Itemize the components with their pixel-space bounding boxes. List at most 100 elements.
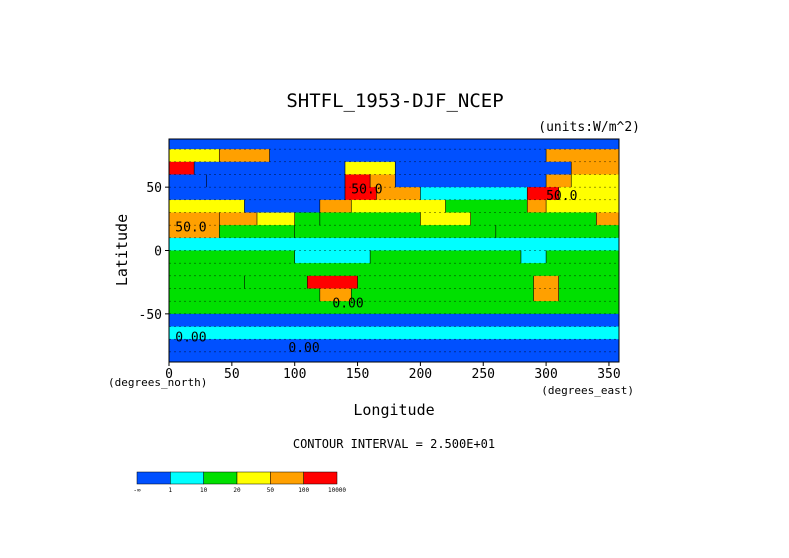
colorbar-swatch bbox=[203, 471, 238, 485]
colorbar-swatch bbox=[303, 471, 338, 485]
x-tick-label: 150 bbox=[346, 367, 369, 382]
heatmap-cell bbox=[169, 339, 619, 353]
heatmap-cell bbox=[376, 187, 421, 201]
colorbar-label: 50 bbox=[267, 487, 275, 494]
contour-label: 50.0 bbox=[546, 189, 577, 204]
units-label: (units:W/m^2) bbox=[538, 120, 640, 135]
heatmap-cell bbox=[370, 174, 396, 188]
x-tick-label: 250 bbox=[472, 367, 495, 382]
heatmap-cell bbox=[169, 139, 619, 150]
contour-label: 0.00 bbox=[175, 331, 206, 346]
heatmap-cell bbox=[169, 237, 619, 251]
heatmap-cell bbox=[351, 199, 447, 213]
heatmap-cell bbox=[395, 161, 572, 175]
heatmap-cell bbox=[344, 174, 371, 188]
contour-label: 0.00 bbox=[332, 297, 363, 312]
colorbar-swatch bbox=[170, 471, 204, 485]
y-axis-ticks: 50 0 -50 bbox=[139, 181, 169, 323]
colorbar-swatch bbox=[236, 471, 271, 485]
heatmap-cell bbox=[206, 174, 346, 188]
colorbar-label: 1 bbox=[169, 487, 173, 494]
heatmap-cell bbox=[533, 275, 560, 290]
x-axis-ticks: 0 50 100 150 200 250 300 350 bbox=[165, 362, 621, 382]
heatmap-cell bbox=[546, 149, 619, 163]
heatmap-cell bbox=[169, 351, 619, 362]
heatmap-cell bbox=[307, 275, 359, 290]
heatmap-cell bbox=[596, 212, 619, 226]
contour-interval-label: CONTOUR INTERVAL = 2.500E+01 bbox=[293, 437, 495, 451]
heatmap-cell bbox=[445, 199, 528, 213]
heatmap-cell bbox=[527, 187, 560, 201]
heatmap-cell bbox=[344, 161, 396, 175]
colorbar-label: 20 bbox=[233, 487, 241, 494]
y-tick-label: -50 bbox=[139, 308, 162, 323]
heatmap-cell bbox=[370, 250, 522, 264]
heatmap-field bbox=[169, 139, 619, 362]
heatmap-cell bbox=[546, 250, 619, 264]
heatmap-cell bbox=[520, 250, 547, 264]
heatmap-cell bbox=[351, 288, 535, 302]
contour-label: 0.00 bbox=[288, 341, 319, 356]
heatmap-cell bbox=[571, 174, 619, 188]
heatmap-cell bbox=[169, 301, 619, 315]
contour-labels: 50.0 50.0 50.0 0.00 0.00 0.00 bbox=[175, 182, 577, 355]
x-tick-label: 200 bbox=[409, 367, 432, 382]
heatmap-cell bbox=[357, 275, 535, 290]
heatmap-cell bbox=[169, 250, 296, 264]
colorbar-swatch bbox=[136, 471, 171, 485]
x-tick-label: 0 bbox=[165, 367, 173, 382]
heatmap-cell bbox=[194, 161, 346, 175]
heatmap-cell bbox=[169, 174, 208, 188]
heatmap-cell bbox=[219, 212, 258, 226]
heatmap-cell bbox=[169, 288, 321, 302]
chart-title: SHTFL_1953-DJF_NCEP bbox=[286, 90, 503, 112]
y-axis-label: Latitude bbox=[113, 214, 131, 286]
heatmap-cell bbox=[420, 187, 528, 201]
heatmap-cell bbox=[219, 149, 271, 163]
colorbar: -∞ 1 10 20 50 100 10000 bbox=[133, 471, 346, 494]
x-tick-label: 100 bbox=[283, 367, 306, 382]
heatmap-cell bbox=[546, 174, 572, 188]
heatmap-cell bbox=[169, 199, 245, 213]
heatmap-cell bbox=[169, 225, 220, 239]
y-tick-label: 50 bbox=[146, 181, 162, 196]
heatmap-cell bbox=[244, 275, 308, 290]
heatmap-cell bbox=[319, 212, 421, 226]
x-axis-unit-note: (degrees_east) bbox=[541, 384, 634, 397]
contour-label: 50.0 bbox=[175, 220, 206, 235]
heatmap-cell bbox=[558, 288, 619, 302]
heatmap-cell bbox=[319, 288, 352, 302]
heatmap-cell bbox=[527, 199, 547, 213]
heatmap-cell bbox=[470, 212, 597, 226]
heatmap-cell bbox=[169, 263, 619, 277]
heatmap-cell bbox=[294, 212, 321, 226]
heatmap-cell bbox=[244, 199, 321, 213]
heatmap-cell bbox=[395, 174, 547, 188]
y-axis-unit-note: (degrees_north) bbox=[108, 376, 207, 389]
y-tick-label: 0 bbox=[154, 245, 162, 260]
heatmap-cell bbox=[558, 187, 619, 201]
heatmap-cell bbox=[169, 161, 195, 175]
heatmap-cell bbox=[169, 212, 220, 226]
heatmap-cell bbox=[169, 187, 346, 201]
heatmap-cell bbox=[495, 225, 619, 239]
heatmap-cell bbox=[169, 313, 619, 328]
contour-lines bbox=[169, 139, 619, 362]
plot-area: 50.0 50.0 50.0 0.00 0.00 0.00 bbox=[168, 138, 620, 363]
heatmap-cell bbox=[294, 250, 371, 264]
x-tick-label: 350 bbox=[597, 367, 620, 382]
heatmap-cell bbox=[256, 212, 296, 226]
colorbar-label: 10 bbox=[200, 487, 208, 494]
heatmap-cell bbox=[533, 288, 560, 302]
heatmap-cell bbox=[571, 161, 619, 175]
heatmap-cell bbox=[294, 225, 497, 239]
heatmap-cell bbox=[420, 212, 472, 226]
heatmap-cell bbox=[169, 149, 220, 163]
heatmap-cell bbox=[269, 149, 547, 163]
heatmap-cell bbox=[169, 275, 245, 290]
colorbar-label: 10000 bbox=[328, 487, 346, 494]
heatmap-cell bbox=[219, 225, 296, 239]
x-tick-label: 50 bbox=[224, 367, 240, 382]
heatmap-cell bbox=[169, 326, 619, 340]
